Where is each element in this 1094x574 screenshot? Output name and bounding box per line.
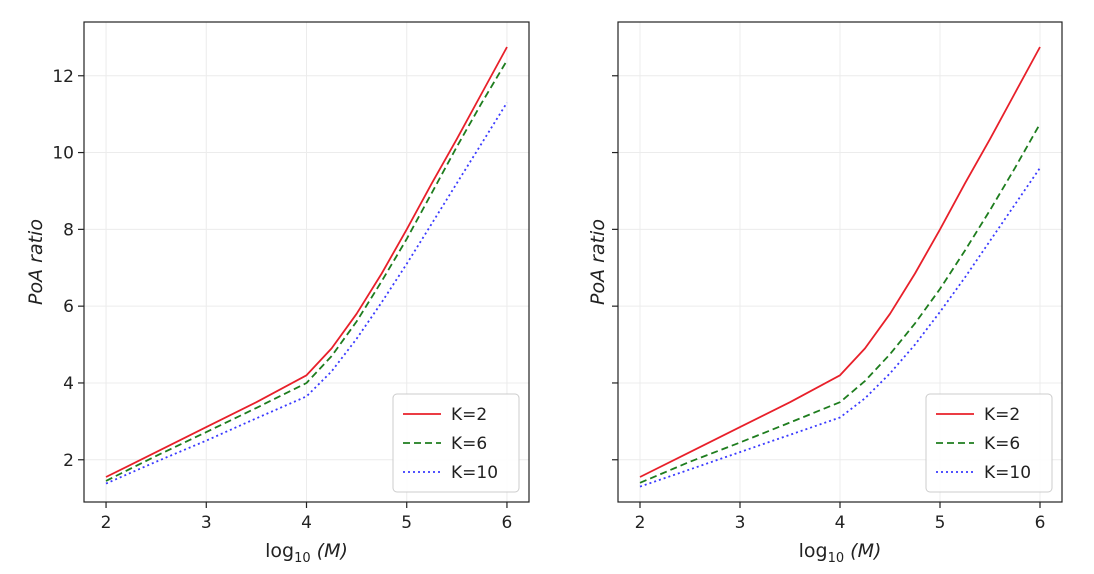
x-axis-label: log10 (M): [265, 540, 348, 566]
y-tick-label: 12: [52, 67, 74, 87]
series-line-k6: [105, 59, 508, 482]
x-tick-label: 2: [635, 513, 646, 533]
y-tick-label: 6: [63, 297, 74, 317]
series-line-k2: [639, 46, 1041, 478]
legend-label: K=2: [451, 405, 487, 425]
x-tick-label: 4: [835, 513, 846, 533]
legend-label: K=10: [984, 463, 1031, 483]
y-tick-label: 8: [63, 220, 74, 240]
series-line-k10: [639, 167, 1041, 488]
legend-label: K=6: [451, 434, 487, 454]
legend-label: K=10: [451, 463, 498, 483]
series-line-k2: [105, 46, 508, 478]
legend-label: K=6: [984, 434, 1020, 454]
x-tick-label: 6: [1035, 513, 1046, 533]
legend-box: [392, 393, 520, 493]
legend-box: [925, 393, 1053, 493]
x-tick-label: 6: [502, 513, 513, 533]
x-axis-label: log10 (M): [799, 540, 882, 566]
x-tick-label: 5: [401, 513, 412, 533]
y-tick-label: 10: [52, 144, 74, 164]
x-tick-label: 5: [935, 513, 946, 533]
y-tick-label: 2: [63, 451, 74, 471]
series-line-k10: [105, 102, 508, 485]
legend-label: K=2: [984, 405, 1020, 425]
y-axis-label: PoA ratio: [587, 219, 609, 305]
y-axis-label: PoA ratio: [25, 219, 47, 305]
x-tick-label: 3: [201, 513, 212, 533]
chart-panel-2: 2 3 4 5 6 log10 (M) PoA ratio K=2 K=6 K=10: [587, 21, 1063, 566]
x-tick-label: 3: [735, 513, 746, 533]
x-tick-label: 2: [101, 513, 112, 533]
y-tick-label: 4: [63, 374, 74, 394]
x-tick-label: 4: [301, 513, 312, 533]
chart-panel-1: 2 3 4 5 6 2 4 6 8 10 12 log10 (M) PoA ratio K=2 K=6 K=1…: [25, 21, 530, 566]
